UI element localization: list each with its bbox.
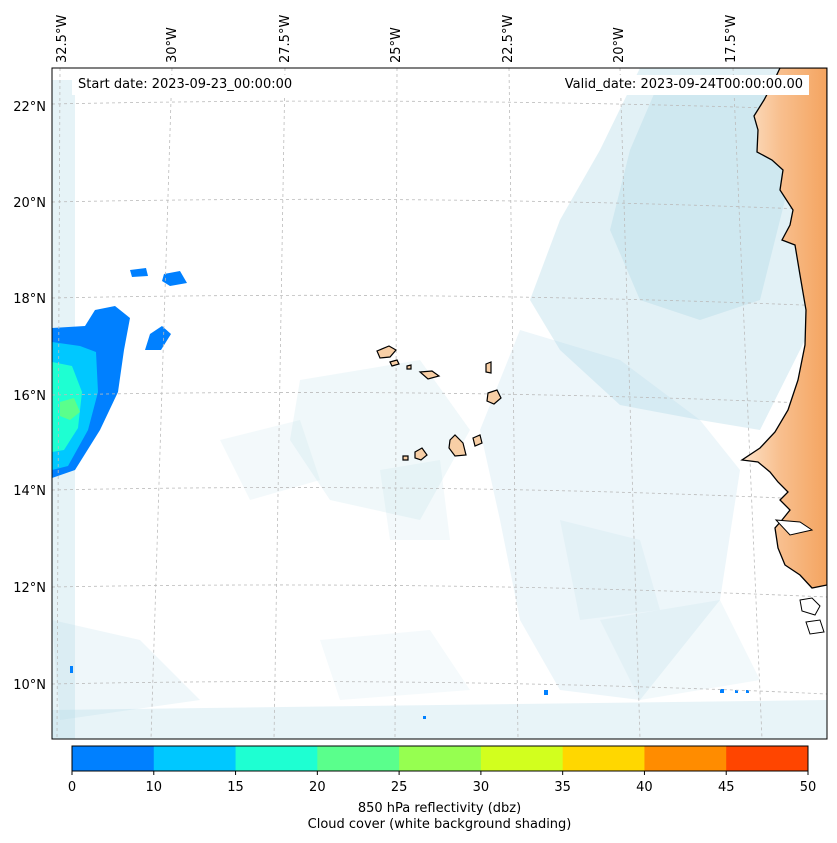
gridlines — [52, 68, 827, 739]
cape-verde-islands — [376, 345, 502, 461]
reflectivity-layer — [52, 268, 749, 719]
colorbar-tick-label: 45 — [718, 780, 735, 795]
start-date-label: Start date: 2023-09-23_00:00:00 — [72, 75, 299, 95]
lat-labels: 22°N 20°N 18°N 16°N 14°N 12°N 10°N — [13, 100, 46, 693]
colorbar-tick-label: 35 — [554, 780, 571, 795]
colorbar-tick-label: 25 — [391, 780, 408, 795]
colorbar-swatch — [644, 746, 727, 771]
lon-labels: 32.5°W 30°W 27.5°W 25°W 22.5°W 20°W 17.5… — [55, 15, 739, 63]
colorbar-swatch — [153, 746, 237, 771]
lon-label: 30°W — [165, 27, 180, 63]
map-background — [52, 68, 827, 739]
colorbar-frame — [71, 745, 809, 772]
colorbar-swatch — [480, 746, 564, 771]
cloud-cover-layer — [52, 68, 827, 739]
colorbar-swatch — [72, 746, 155, 771]
colorbar-tick-label: 30 — [473, 780, 490, 795]
colorbar-ticks: 0 10 15 20 25 30 35 40 45 50 — [68, 771, 816, 795]
lat-label: 10°N — [13, 678, 46, 693]
colorbar: 0 10 15 20 25 30 35 40 45 50 — [68, 745, 816, 795]
colorbar-swatches — [72, 746, 809, 771]
colorbar-tick-label: 50 — [800, 780, 817, 795]
lat-label: 12°N — [13, 581, 46, 596]
colorbar-swatch — [726, 746, 809, 771]
lat-label: 16°N — [13, 389, 46, 404]
lon-label: 25°W — [389, 27, 404, 63]
colorbar-swatch — [317, 746, 400, 771]
africa-landmass — [740, 68, 827, 589]
lon-label: 27.5°W — [278, 15, 293, 63]
lat-label: 22°N — [13, 100, 46, 115]
lat-label: 14°N — [13, 484, 46, 499]
lat-label: 20°N — [13, 196, 46, 211]
lon-label: 20°W — [612, 27, 627, 63]
colorbar-tick-label: 15 — [227, 780, 244, 795]
valid-date-label: Valid_date: 2023-09-24T00:00:00.00 — [558, 75, 809, 95]
map-frame — [51, 67, 828, 740]
lon-label: 22.5°W — [501, 15, 516, 63]
colorbar-swatch — [235, 746, 318, 771]
colorbar-tick-label: 0 — [68, 780, 76, 795]
lon-label: 17.5°W — [724, 15, 739, 63]
colorbar-subtitle: Cloud cover (white background shading) — [307, 817, 572, 832]
lat-label: 18°N — [13, 292, 46, 307]
colorbar-swatch — [562, 746, 645, 771]
lon-label: 32.5°W — [55, 15, 70, 63]
colorbar-tick-label: 40 — [636, 780, 653, 795]
colorbar-swatch — [399, 746, 482, 771]
colorbar-tick-label: 10 — [146, 780, 163, 795]
colorbar-title: 850 hPa reflectivity (dbz) — [357, 801, 522, 816]
colorbar-tick-label: 20 — [309, 780, 326, 795]
